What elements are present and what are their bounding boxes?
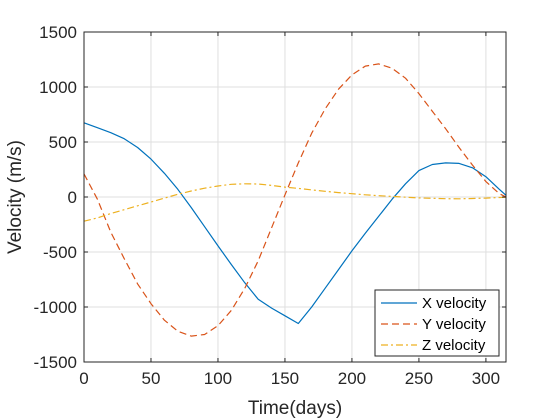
legend-box — [374, 289, 500, 357]
x-tick-label: 300 — [472, 369, 500, 388]
y-tick-label: 1500 — [39, 23, 77, 42]
series-lines — [83, 63, 507, 337]
y-tick-label: -1000 — [34, 298, 77, 317]
x-tick-label: 200 — [338, 369, 366, 388]
x-tick-label: 0 — [79, 369, 88, 388]
series-line-x-velocity — [83, 122, 507, 325]
ticks: 0 50 100 150 200 250 300 -1500 -1000 -500 0 500 1000… — [34, 23, 506, 388]
axis-labels: Time(days) Velocity (m/s) — [5, 140, 342, 419]
y-tick-label: 0 — [68, 188, 77, 207]
x-tick-label: 100 — [204, 369, 232, 388]
legend-label: X velocity — [422, 295, 487, 312]
legend: X velocity Y velocity Z velocity — [374, 289, 500, 357]
x-axis-label: Time(days) — [248, 398, 342, 419]
series-line-z-velocity — [83, 183, 507, 222]
x-tick-label: 150 — [271, 369, 299, 388]
y-tick-label: -1500 — [34, 353, 77, 372]
y-tick-label: -500 — [43, 243, 77, 262]
y-tick-label: 1000 — [39, 78, 77, 97]
y-axis-label: Velocity (m/s) — [5, 140, 26, 254]
legend-label: Z velocity — [422, 337, 486, 354]
x-tick-label: 250 — [405, 369, 433, 388]
series-line-y-velocity — [83, 63, 507, 337]
x-tick-label: 50 — [142, 369, 161, 388]
legend-label: Y velocity — [422, 316, 486, 333]
y-tick-label: 500 — [49, 133, 77, 152]
